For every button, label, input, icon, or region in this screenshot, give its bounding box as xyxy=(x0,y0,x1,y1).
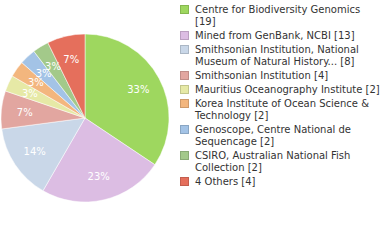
svg-text:3%: 3% xyxy=(27,77,44,89)
svg-text:3%: 3% xyxy=(35,68,52,80)
svg-text:7%: 7% xyxy=(63,54,79,65)
html-text:Korea Institute of Ocean Scien: Korea Institute of Ocean Science & Techn… xyxy=(195,98,369,121)
svg-text:33%: 33% xyxy=(127,84,149,95)
svg-text:3%: 3% xyxy=(45,61,61,72)
svg-text:3%: 3% xyxy=(22,88,38,99)
html-text:Smithsonian Institution, Natio: Smithsonian Institution, National Museum… xyxy=(195,44,359,67)
html-text:Centre for Biodiversity Genomi: Centre for Biodiversity Genomics [19] xyxy=(195,4,361,27)
html-text:4 Others [4]: 4 Others [4] xyxy=(195,176,256,187)
html-text:Smithsonian Institution [4]: Smithsonian Institution [4] xyxy=(195,70,329,81)
html-text:Mauritius Oceanography Institu: Mauritius Oceanography Institute [2] xyxy=(195,84,380,95)
html-text:CSIRO, Australian National Fis: CSIRO, Australian National Fish Collecti… xyxy=(195,150,351,173)
html-text:Mined from GenBank, NCBI [13]: Mined from GenBank, NCBI [13] xyxy=(195,30,355,41)
svg-text:7%: 7% xyxy=(17,107,33,118)
svg-text:14%: 14% xyxy=(24,146,46,157)
html-text:Genoscope, Centre National de: Genoscope, Centre National de Sequencage… xyxy=(195,124,351,147)
svg-text:23%: 23% xyxy=(88,171,110,182)
